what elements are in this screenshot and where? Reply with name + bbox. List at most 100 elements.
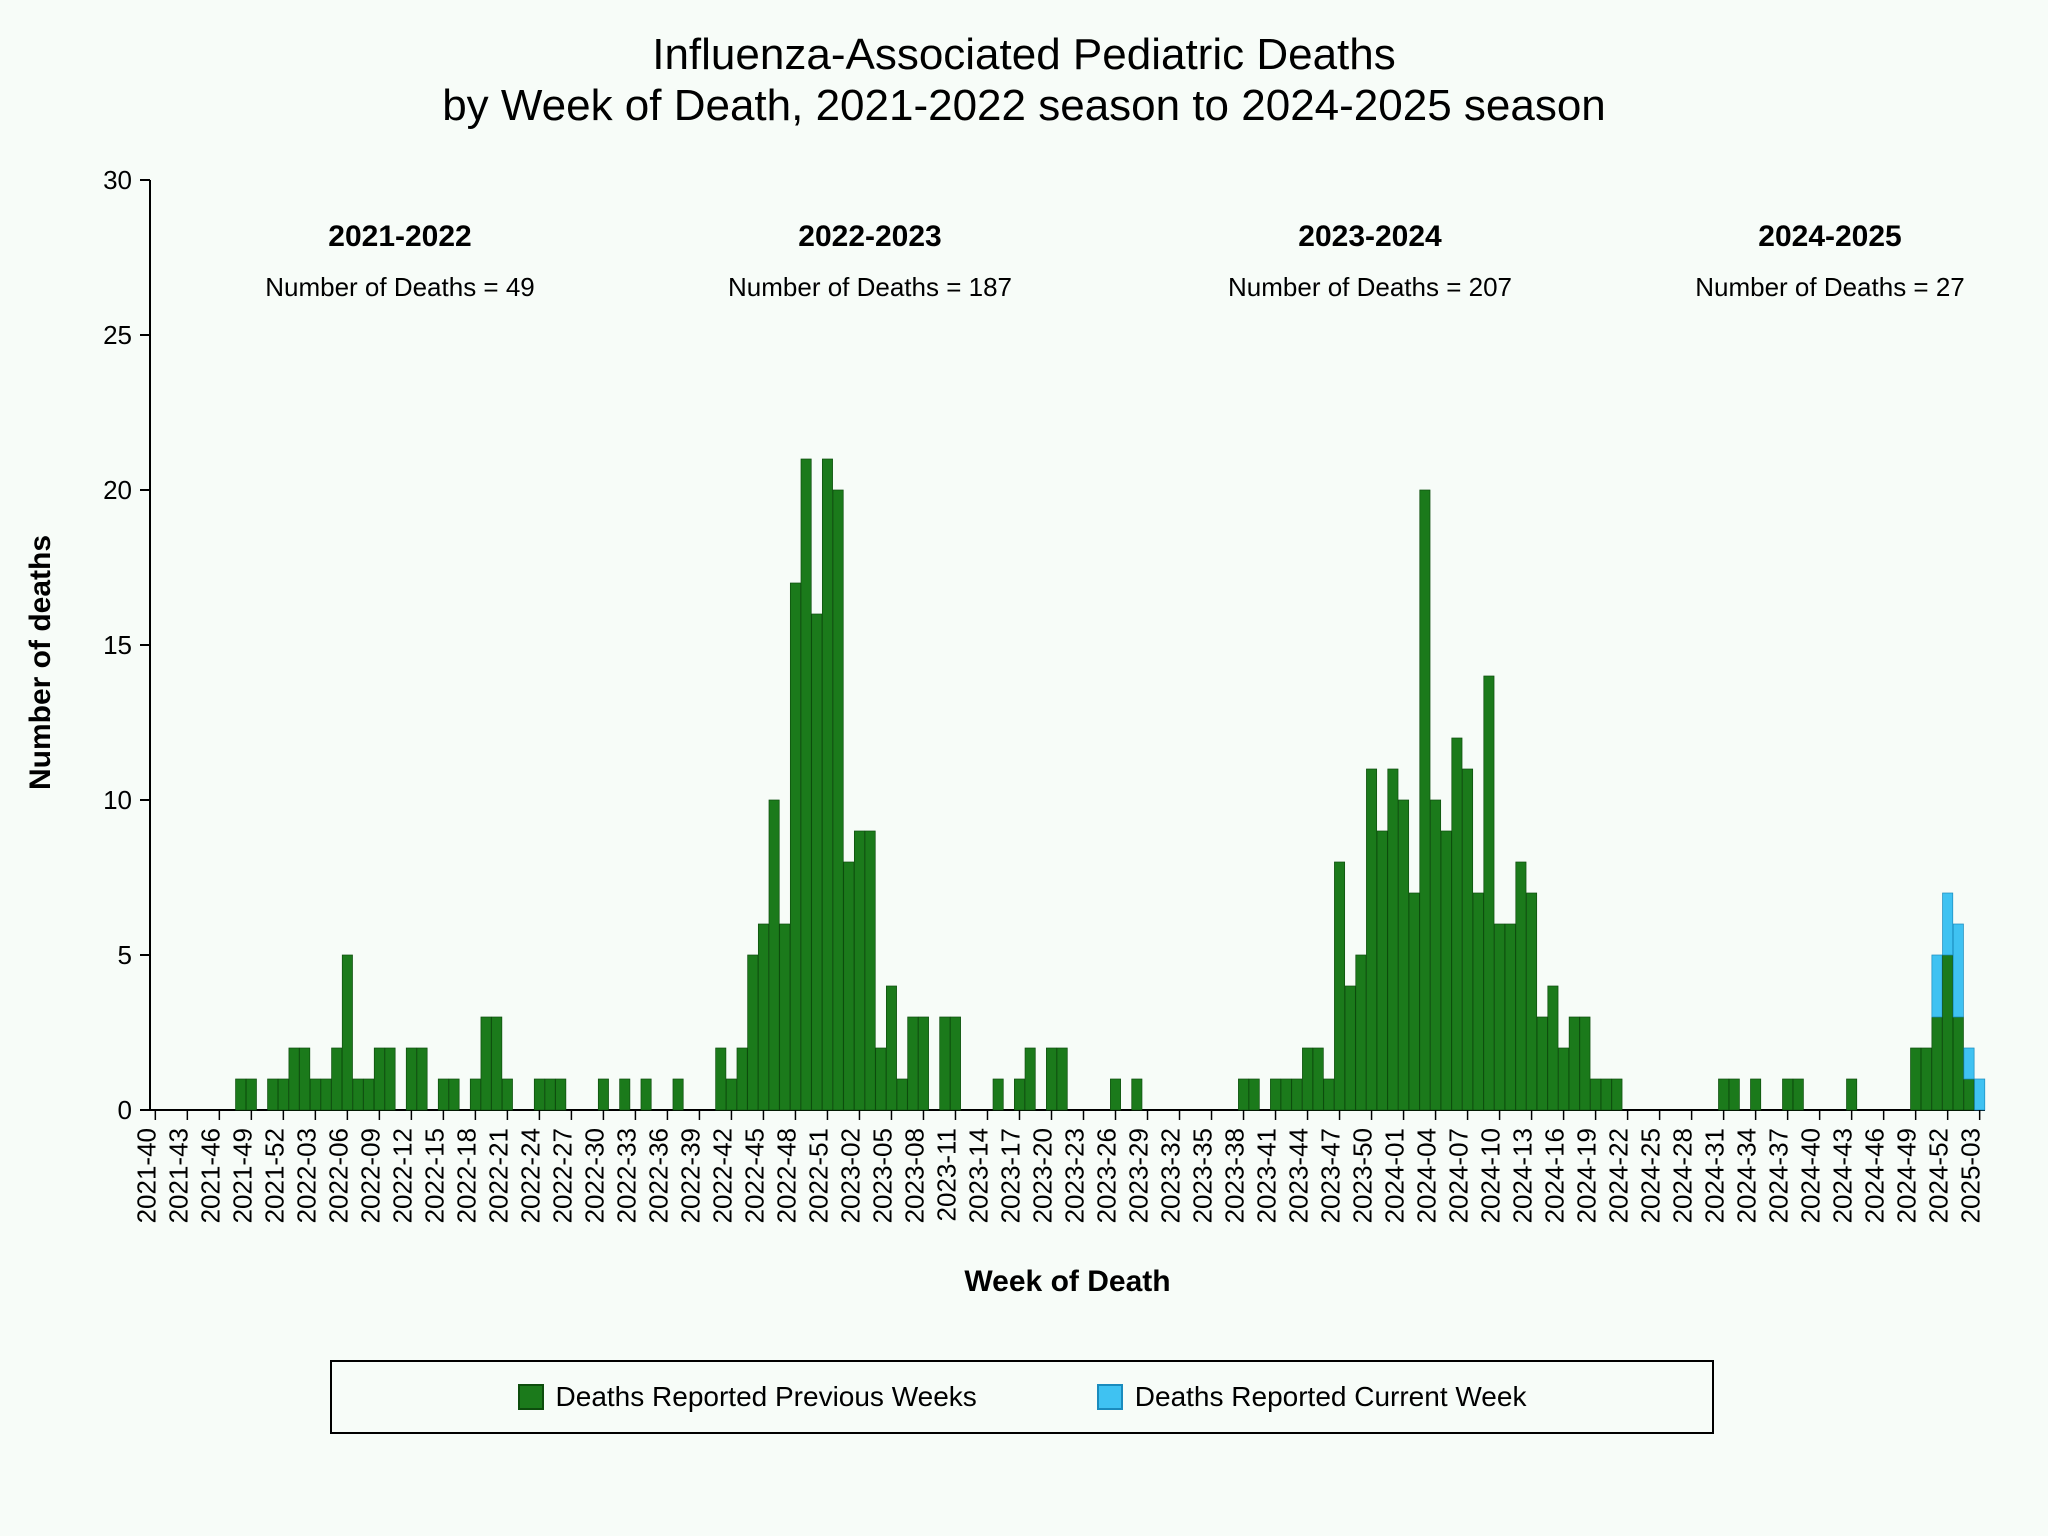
- x-tick-label: 2024-22: [1604, 1128, 1634, 1223]
- bar-prev: [1516, 862, 1526, 1110]
- x-tick-label: 2021-40: [131, 1128, 161, 1223]
- bar-prev: [289, 1048, 299, 1110]
- bar-prev: [449, 1079, 459, 1110]
- bar-prev: [918, 1017, 928, 1110]
- bar-prev: [1601, 1079, 1611, 1110]
- bar-prev: [321, 1079, 331, 1110]
- bar-prev: [1473, 893, 1483, 1110]
- bar-curr: [1953, 924, 1963, 1017]
- bar-prev: [1964, 1079, 1974, 1110]
- x-tick-label: 2022-24: [515, 1128, 545, 1223]
- bar-prev: [801, 459, 811, 1110]
- x-tick-label: 2024-28: [1668, 1128, 1698, 1223]
- bar-prev: [1281, 1079, 1291, 1110]
- x-tick-label: 2023-38: [1220, 1128, 1250, 1223]
- bar-prev: [897, 1079, 907, 1110]
- x-tick-label: 2024-07: [1444, 1128, 1474, 1223]
- bar-prev: [1409, 893, 1419, 1110]
- bar-prev: [886, 986, 896, 1110]
- bar-prev: [1590, 1079, 1600, 1110]
- x-tick-label: 2023-02: [835, 1128, 865, 1223]
- bar-prev: [1484, 676, 1494, 1110]
- bar-prev: [1302, 1048, 1312, 1110]
- bar-prev: [876, 1048, 886, 1110]
- x-tick-label: 2022-03: [291, 1128, 321, 1223]
- bar-prev: [716, 1048, 726, 1110]
- bar-prev: [1921, 1048, 1931, 1110]
- legend-label: Deaths Reported Previous Weeks: [556, 1381, 977, 1413]
- bar-prev: [1430, 800, 1440, 1110]
- legend-swatch-curr-icon: [1097, 1384, 1123, 1410]
- bar-prev: [1356, 955, 1366, 1110]
- x-tick-label: 2024-37: [1764, 1128, 1794, 1223]
- x-tick-label: 2023-41: [1252, 1128, 1282, 1223]
- bar-prev: [1911, 1048, 1921, 1110]
- x-tick-label: 2023-14: [963, 1128, 993, 1223]
- y-tick-label: 10: [103, 785, 132, 815]
- bar-prev: [1420, 490, 1430, 1110]
- bar-prev: [300, 1048, 310, 1110]
- x-tick-label: 2024-46: [1860, 1128, 1890, 1223]
- bar-prev: [534, 1079, 544, 1110]
- bar-prev: [545, 1079, 555, 1110]
- bar-prev: [1238, 1079, 1248, 1110]
- bar-prev: [1943, 955, 1953, 1110]
- x-tick-label: 2023-11: [931, 1128, 961, 1222]
- bar-prev: [1494, 924, 1504, 1110]
- bar-prev: [492, 1017, 502, 1110]
- legend-item: Deaths Reported Previous Weeks: [518, 1381, 977, 1413]
- bar-prev: [993, 1079, 1003, 1110]
- bar-prev: [737, 1048, 747, 1110]
- y-tick-label: 30: [103, 165, 132, 195]
- x-tick-label: 2023-05: [867, 1128, 897, 1223]
- bar-prev: [556, 1079, 566, 1110]
- bar-prev: [406, 1048, 416, 1110]
- bar-prev: [673, 1079, 683, 1110]
- y-tick-label: 25: [103, 320, 132, 350]
- bar-prev: [268, 1079, 278, 1110]
- y-tick-label: 5: [118, 940, 132, 970]
- x-tick-label: 2021-49: [227, 1128, 257, 1223]
- x-tick-label: 2022-21: [483, 1128, 513, 1223]
- bar-prev: [812, 614, 822, 1110]
- x-tick-label: 2021-52: [259, 1128, 289, 1223]
- bar-prev: [1025, 1048, 1035, 1110]
- bar-prev: [1783, 1079, 1793, 1110]
- bar-prev: [1612, 1079, 1622, 1110]
- x-tick-label: 2023-26: [1092, 1128, 1122, 1223]
- bar-prev: [1558, 1048, 1568, 1110]
- x-tick-label: 2024-31: [1700, 1128, 1730, 1223]
- x-tick-label: 2022-39: [675, 1128, 705, 1223]
- bar-prev: [844, 862, 854, 1110]
- x-tick-label: 2022-45: [739, 1128, 769, 1223]
- x-tick-label: 2023-08: [899, 1128, 929, 1223]
- x-tick-label: 2022-48: [771, 1128, 801, 1223]
- x-tick-label: 2023-47: [1316, 1128, 1346, 1223]
- bar-prev: [1793, 1079, 1803, 1110]
- bar-prev: [1014, 1079, 1024, 1110]
- x-tick-label: 2024-40: [1796, 1128, 1826, 1223]
- bar-prev: [1537, 1017, 1547, 1110]
- bar-prev: [950, 1017, 960, 1110]
- bar-prev: [1548, 986, 1558, 1110]
- bar-prev: [1366, 769, 1376, 1110]
- bar-prev: [1057, 1048, 1067, 1110]
- bar-prev: [1046, 1048, 1056, 1110]
- x-tick-label: 2022-18: [451, 1128, 481, 1223]
- x-tick-label: 2024-16: [1540, 1128, 1570, 1223]
- bar-prev: [1505, 924, 1515, 1110]
- x-tick-label: 2025-03: [1956, 1128, 1986, 1223]
- legend-swatch-prev-icon: [518, 1384, 544, 1410]
- x-tick-label: 2022-33: [611, 1128, 641, 1223]
- x-tick-label: 2024-19: [1572, 1128, 1602, 1223]
- bar-prev: [1729, 1079, 1739, 1110]
- bar-prev: [1292, 1079, 1302, 1110]
- bar-prev: [1526, 893, 1536, 1110]
- x-tick-label: 2024-34: [1732, 1128, 1762, 1223]
- bar-prev: [1718, 1079, 1728, 1110]
- bar-prev: [790, 583, 800, 1110]
- x-tick-label: 2022-36: [643, 1128, 673, 1223]
- bar-curr: [1964, 1048, 1974, 1079]
- legend: Deaths Reported Previous WeeksDeaths Rep…: [330, 1360, 1714, 1434]
- bar-prev: [1569, 1017, 1579, 1110]
